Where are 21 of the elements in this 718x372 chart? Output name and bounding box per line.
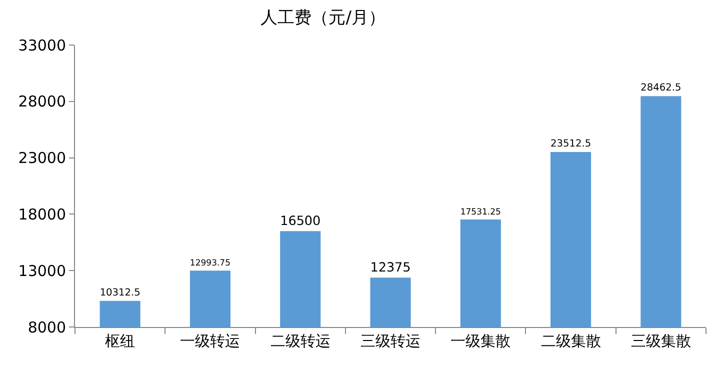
y-tick-label: 28000 xyxy=(18,92,66,111)
x-tick-label: 一级集散 xyxy=(450,332,511,350)
data-label: 23512.5 xyxy=(550,138,592,150)
x-tick-label: 三级转运 xyxy=(360,332,420,350)
x-tick-label: 二级转运 xyxy=(270,332,330,350)
y-tick-label: 33000 xyxy=(18,36,66,54)
chart-title: 人工费（元/月） xyxy=(260,8,386,28)
data-label: 28462.5 xyxy=(640,82,682,94)
data-label: 10312.5 xyxy=(100,287,140,298)
x-tick-label: 一级转运 xyxy=(180,332,240,350)
data-label: 16500 xyxy=(280,214,321,229)
data-label: 12375 xyxy=(370,260,411,276)
y-tick-label: 13000 xyxy=(18,262,66,280)
y-tick-label: 23000 xyxy=(18,149,66,168)
data-label: 17531.25 xyxy=(460,207,501,218)
data-label: 12993.75 xyxy=(190,258,230,269)
y-tick-label: 18000 xyxy=(18,205,66,224)
x-tick-label: 二级集散 xyxy=(540,332,601,350)
x-tick-label: 枢纽 xyxy=(105,332,136,350)
x-tick-label: 三级集散 xyxy=(630,332,691,350)
y-tick-label: 8000 xyxy=(28,318,66,336)
